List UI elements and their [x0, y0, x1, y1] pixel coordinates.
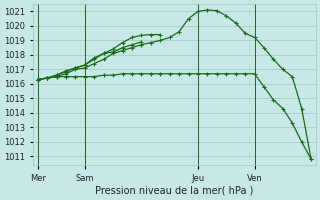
X-axis label: Pression niveau de la mer( hPa ): Pression niveau de la mer( hPa ) — [95, 186, 253, 196]
